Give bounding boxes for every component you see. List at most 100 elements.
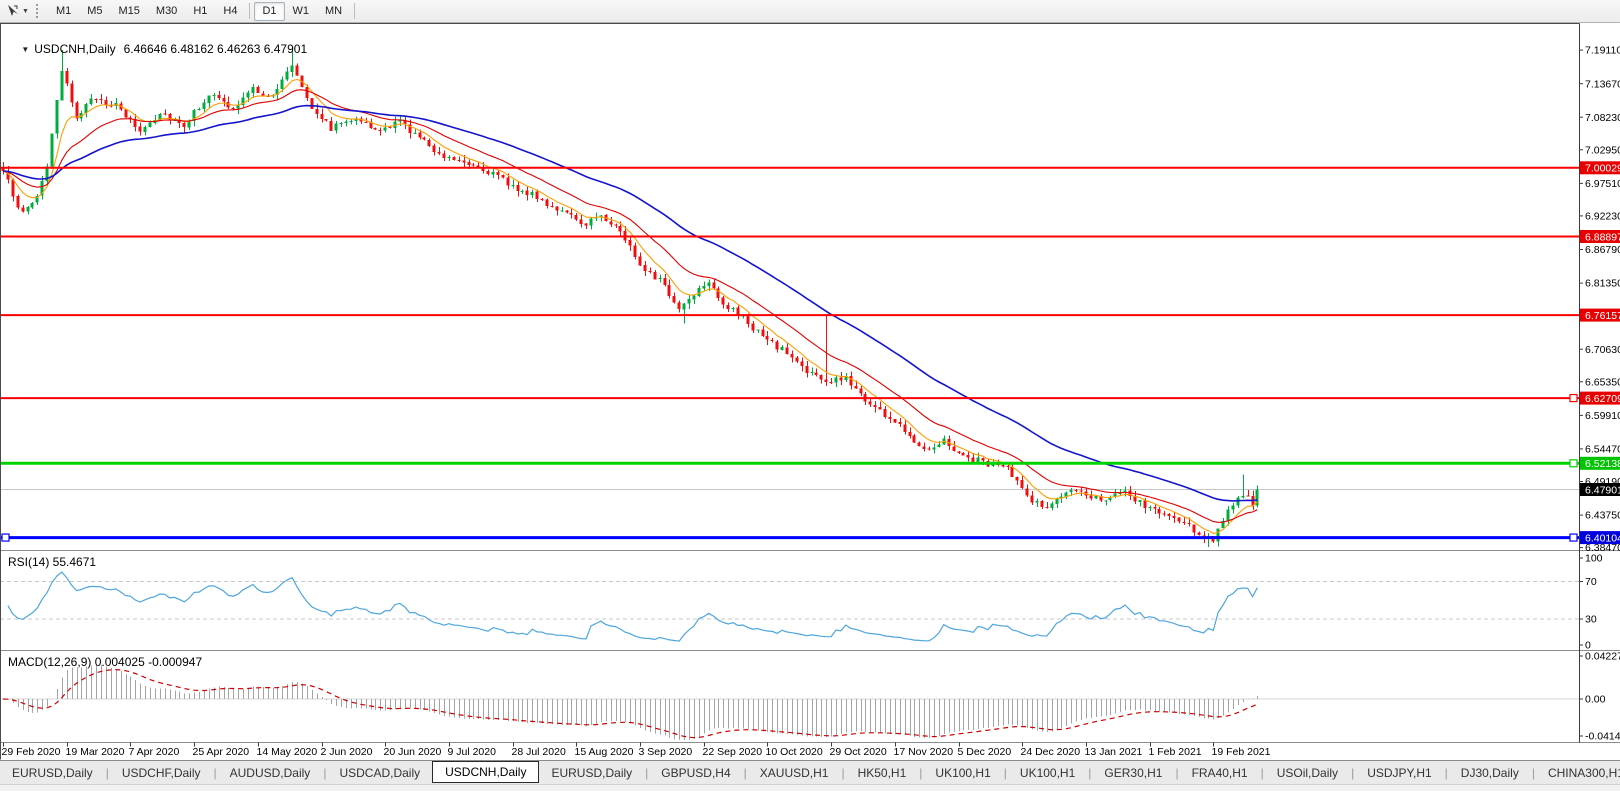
slow-ma-line bbox=[2, 104, 1258, 502]
chart-tab-usdcad-daily[interactable]: USDCAD,Daily bbox=[339, 765, 421, 780]
price-label-6.88897 bbox=[1580, 230, 1620, 243]
macd-axis-label: 0.00 bbox=[1585, 694, 1606, 706]
timeframe-button-w1[interactable]: W1 bbox=[292, 4, 310, 17]
chart-tab-ger30-h1[interactable]: GER30,H1 bbox=[1104, 765, 1163, 780]
chart-tab-xauusd-h1[interactable]: XAUUSD,H1 bbox=[759, 765, 829, 780]
chart-tab-bar: EURUSD,Daily | USDCHF,Daily | AUDUSD,Daily | U… bbox=[0, 760, 1620, 784]
chart-title-ohlc: 6.46646 6.48162 6.46263 6.47901 bbox=[123, 42, 308, 56]
rsi-indicator-label: RSI(14) 55.4671 bbox=[8, 555, 97, 569]
hline-6.40104-right-handle[interactable] bbox=[1569, 533, 1578, 542]
date-axis-label: 22 Sep 2020 bbox=[703, 746, 763, 758]
date-axis-label: 25 Apr 2020 bbox=[193, 746, 250, 758]
price-tick-label: 7.02950 bbox=[1585, 144, 1620, 156]
toolbar-separator bbox=[249, 3, 251, 19]
timeframe-button-m5[interactable]: M5 bbox=[87, 4, 103, 17]
price-label-6.52138 bbox=[1580, 456, 1620, 470]
chart-tab-usdcnh-daily[interactable]: USDCNH,Daily bbox=[432, 761, 540, 783]
date-axis-label: 29 Oct 2020 bbox=[830, 746, 887, 758]
chart-tab-eurusd-daily[interactable]: EURUSD,Daily bbox=[12, 765, 93, 780]
fast-ma-line bbox=[2, 78, 1258, 535]
tab-separator: | bbox=[1003, 765, 1007, 780]
tab-separator: | bbox=[1351, 765, 1355, 780]
chart-tab-dj30-daily[interactable]: DJ30,Daily bbox=[1460, 765, 1519, 780]
date-axis-label: 14 May 2020 bbox=[257, 746, 318, 758]
price-tick-label: 6.97510 bbox=[1585, 178, 1620, 190]
chart-tab-uk100-h1[interactable]: UK100,H1 bbox=[935, 765, 991, 780]
rsi-line bbox=[7, 571, 1258, 642]
price-label-text: 6.76157 bbox=[1585, 310, 1620, 322]
date-axis-label: 19 Mar 2020 bbox=[66, 746, 125, 758]
price-tick-label: 6.59910 bbox=[1585, 410, 1620, 422]
chart-tab-usdchf-daily[interactable]: USDCHF,Daily bbox=[121, 765, 201, 780]
price-label-text: 6.62709 bbox=[1585, 393, 1620, 405]
tab-separator: | bbox=[213, 765, 217, 780]
date-axis-label: 10 Oct 2020 bbox=[766, 746, 823, 758]
chart-tab-china300-h1[interactable]: CHINA300,H1 bbox=[1547, 765, 1620, 780]
chart-tab-gbpusd-h4[interactable]: GBPUSD,H4 bbox=[661, 765, 731, 780]
medium-ma-line bbox=[2, 89, 1258, 523]
date-axis-label: 20 Jun 2020 bbox=[384, 746, 442, 758]
chart-pointer-icon-glyph bbox=[8, 5, 18, 16]
chart-tab-usoil-daily[interactable]: USOil,Daily bbox=[1276, 765, 1339, 780]
chart-pointer-icon[interactable] bbox=[5, 3, 21, 19]
rsi-axis-label: 30 bbox=[1585, 614, 1597, 626]
date-axis-label: 7 Apr 2020 bbox=[129, 746, 180, 758]
timeframe-button-h1[interactable]: H1 bbox=[193, 4, 208, 17]
price-label-text: 7.00029 bbox=[1585, 163, 1620, 175]
chart-tab-uk100-h1[interactable]: UK100,H1 bbox=[1019, 765, 1076, 780]
price-tick-label: 7.08230 bbox=[1585, 112, 1620, 124]
date-axis-label: 2 Jun 2020 bbox=[321, 746, 373, 758]
tool-dropdown-caret-icon[interactable]: ▼ bbox=[22, 7, 29, 15]
date-axis-label: 1 Feb 2021 bbox=[1149, 746, 1202, 758]
hline-6.62709-right-handle[interactable] bbox=[1569, 393, 1578, 403]
chart-tab-eurusd-daily[interactable]: EURUSD,Daily bbox=[551, 765, 633, 780]
price-tick-label: 7.19110 bbox=[1585, 45, 1620, 57]
chart-tab-hk50-h1[interactable]: HK50,H1 bbox=[857, 765, 907, 780]
date-axis-label: 29 Feb 2020 bbox=[2, 746, 61, 758]
date-axis-label: 17 Nov 2020 bbox=[894, 746, 954, 758]
date-axis-label: 19 Feb 2021 bbox=[1212, 746, 1271, 758]
macd-histogram bbox=[8, 665, 1258, 740]
tab-separator: | bbox=[323, 765, 327, 780]
chart-tab-fra40-h1[interactable]: FRA40,H1 bbox=[1191, 765, 1248, 780]
price-label-6.47901 bbox=[1580, 483, 1620, 496]
price-label-6.40104 bbox=[1580, 531, 1620, 545]
tab-separator: | bbox=[1175, 765, 1179, 780]
tab-separator: | bbox=[841, 765, 845, 780]
timeframe-button-h4[interactable]: H4 bbox=[223, 4, 238, 17]
tab-separator: | bbox=[645, 765, 649, 780]
hline-6.52138-right-handle[interactable] bbox=[1569, 459, 1578, 468]
price-tick-label: 6.86790 bbox=[1585, 244, 1620, 256]
timeframe-button-m30[interactable]: M30 bbox=[155, 4, 178, 17]
macd-indicator-label: MACD(12,26,9) 0.004025 -0.000947 bbox=[8, 655, 203, 669]
rsi-axis-label: 70 bbox=[1585, 576, 1597, 588]
date-axis-label: 24 Dec 2020 bbox=[1021, 746, 1081, 758]
toolbar-grip-handle[interactable] bbox=[35, 4, 41, 18]
timeframe-button-mn[interactable]: MN bbox=[325, 4, 343, 17]
price-tick-label: 7.13670 bbox=[1585, 78, 1620, 90]
date-axis-label: 9 Jul 2020 bbox=[448, 746, 497, 758]
timeframe-button-d1[interactable]: D1 bbox=[254, 1, 285, 21]
date-axis-label: 15 Aug 2020 bbox=[575, 746, 634, 758]
timeframe-button-m1[interactable]: M1 bbox=[55, 4, 72, 17]
macd-axis-label: 0.042275 bbox=[1585, 651, 1620, 663]
toolbar-separator bbox=[354, 3, 356, 19]
rsi-axis-label: 0 bbox=[1585, 640, 1591, 652]
chart-collapse-caret-icon[interactable]: ▼ bbox=[21, 45, 30, 54]
price-label-text: 6.52138 bbox=[1585, 458, 1620, 470]
price-tick-label: 6.92230 bbox=[1585, 211, 1620, 223]
date-axis-label: 28 Jul 2020 bbox=[512, 746, 566, 758]
tab-separator: | bbox=[919, 765, 923, 780]
chart-tab-audusd-daily[interactable]: AUDUSD,Daily bbox=[229, 765, 311, 780]
tab-separator: | bbox=[1088, 765, 1092, 780]
chart-title: ▼ USDCNH,Daily 6.46646 6.48162 6.46263 6.4… bbox=[8, 28, 307, 70]
timeframe-button-m15[interactable]: M15 bbox=[118, 4, 140, 17]
date-axis-label: 13 Jan 2021 bbox=[1085, 746, 1143, 758]
date-axis-label: 3 Sep 2020 bbox=[639, 746, 693, 758]
price-label-7.00029 bbox=[1580, 161, 1620, 175]
timeframe-buttons: M1 M5 M15 M30 H1 H4 D1 W1 MN bbox=[48, 1, 359, 21]
chart-tab-usdjpy-h1[interactable]: USDJPY,H1 bbox=[1367, 765, 1432, 780]
macd-signal-line bbox=[2, 668, 1258, 739]
hline-6.40104-left-handle[interactable] bbox=[1, 533, 10, 542]
